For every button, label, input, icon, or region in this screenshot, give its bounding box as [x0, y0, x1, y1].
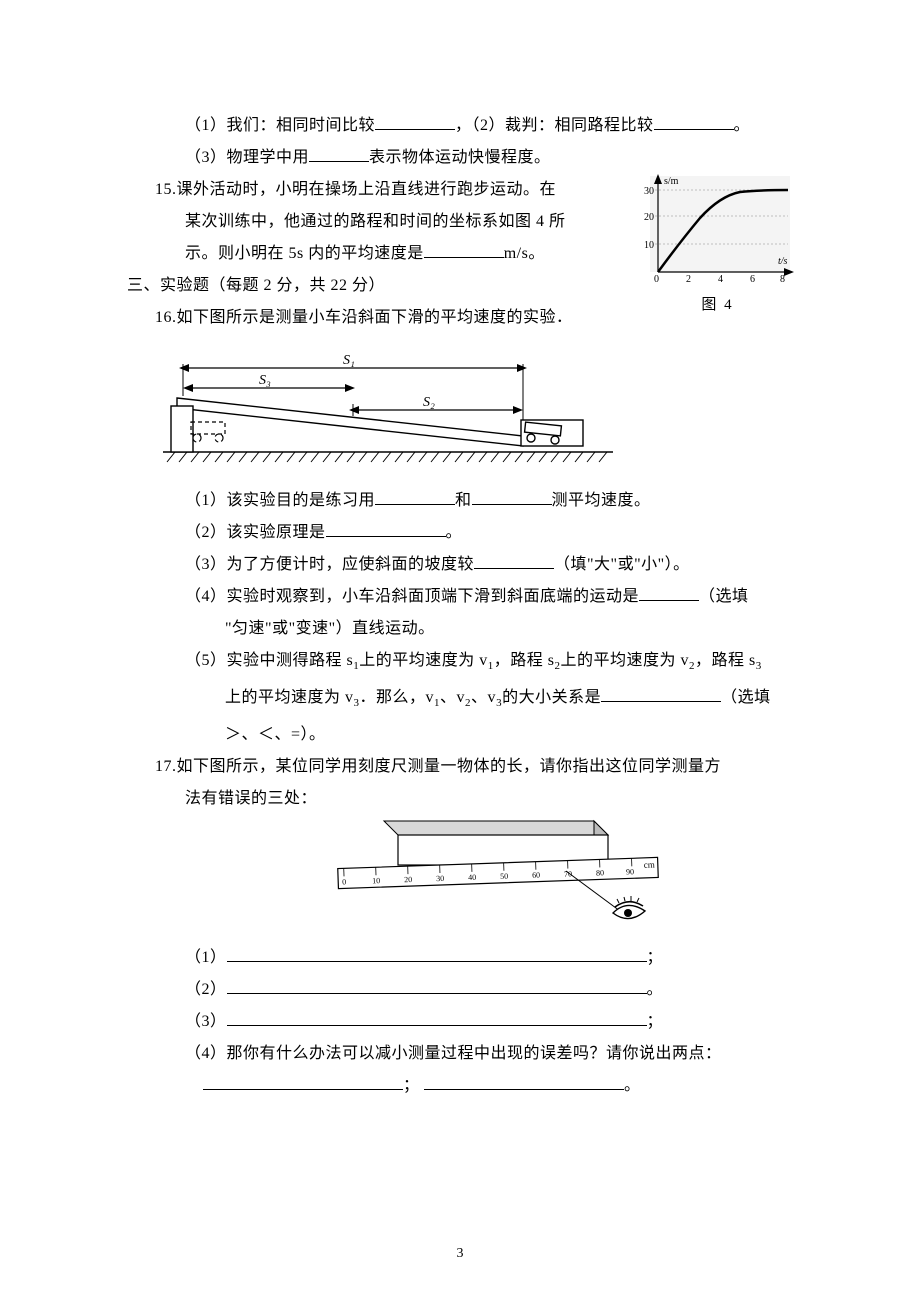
- text: 表示物体运动快慢程度。: [369, 149, 551, 166]
- text: （2）该实验原理是: [185, 524, 326, 541]
- q14-item3: （3）物理学中用 表示物体运动快慢程度。: [155, 142, 800, 174]
- figure-4: 10 20 30 0 2 4 6 8 s/m t/s 图 4: [640, 172, 795, 314]
- text: （选填: [699, 588, 749, 605]
- ruler-unit: cm: [643, 860, 654, 870]
- svg-text:70: 70: [563, 870, 571, 879]
- q17-item3: （3） ；: [155, 1006, 800, 1038]
- q16-item5-1: （5）实验中测得路程 s1上的平均速度为 v1，路程 s2上的平均速度为 v2，…: [155, 645, 800, 682]
- xtick: 4: [718, 274, 723, 282]
- q16-item4b: "匀速"或"变速"）直线运动。: [155, 613, 800, 645]
- text: 和: [455, 492, 472, 509]
- q14-item1: （1）我们：相同时间比较 ，（2）裁判：相同路程比较 。: [155, 110, 800, 142]
- text: ；: [647, 949, 664, 966]
- text: （5）实验中测得路程 s: [185, 652, 353, 669]
- blank: [474, 550, 554, 569]
- text: 上的平均速度为 v: [359, 652, 488, 669]
- ramp-figure: S₁ S₂ S₃: [163, 344, 800, 469]
- text: 。: [647, 981, 664, 998]
- text: 上的平均速度为 v: [560, 652, 689, 669]
- ytick: 10: [644, 240, 654, 251]
- blank: [654, 111, 734, 130]
- text: 法有错误的三处：: [185, 790, 317, 807]
- text: m/s。: [504, 245, 545, 262]
- text: （1）我们：相同时间比较: [185, 117, 375, 134]
- blank: [227, 1007, 647, 1026]
- blank: [227, 943, 647, 962]
- svg-text:40: 40: [467, 873, 475, 882]
- text: （1）: [185, 949, 227, 966]
- figure-4-caption: 图 4: [640, 293, 795, 314]
- s1-label: S₁: [343, 353, 355, 368]
- text: 测平均速度。: [552, 492, 651, 509]
- q16-item1: （1）该实验目的是练习用 和 测平均速度。: [155, 485, 800, 517]
- text: （1）该实验目的是练习用: [185, 492, 375, 509]
- text: （选填: [721, 689, 771, 706]
- blank: [375, 486, 455, 505]
- blank: [639, 582, 699, 601]
- blank: [309, 143, 369, 162]
- q16-item4: （4）实验时观察到，小车沿斜面顶端下滑到斜面底端的运动是 （选填: [155, 581, 800, 613]
- text: 、v: [440, 689, 465, 706]
- q17-item2: （2） 。: [155, 974, 800, 1006]
- q17-item4: （4）那你有什么办法可以减小测量过程中出现的误差吗？请你说出两点：: [155, 1038, 800, 1070]
- svg-text:10: 10: [372, 876, 380, 885]
- text: （填"大"或"小"）。: [554, 556, 690, 573]
- blank: [472, 486, 552, 505]
- text: （3）为了方便计时，应使斜面的坡度较: [185, 556, 474, 573]
- ylabel: s/m: [664, 176, 679, 187]
- blank: [326, 518, 446, 537]
- text: （3）: [185, 1013, 227, 1030]
- text: 。: [446, 524, 463, 541]
- blank: [203, 1071, 403, 1090]
- text: ，（2）裁判：相同路程比较: [455, 117, 654, 134]
- svg-text:20: 20: [404, 875, 412, 884]
- svg-text:50: 50: [499, 872, 507, 881]
- s3-label: S₃: [259, 373, 271, 388]
- blank: [424, 239, 504, 258]
- text: （2）: [185, 981, 227, 998]
- svg-text:80: 80: [595, 869, 603, 878]
- xtick: 2: [686, 274, 691, 282]
- svg-text:90: 90: [625, 868, 633, 877]
- q16-item5-2: 上的平均速度为 v3．那么，v1、v2、v3的大小关系是（选填: [155, 682, 800, 719]
- q17-item1: （1） ；: [155, 942, 800, 974]
- xlabel: t/s: [778, 256, 788, 267]
- text: 的大小关系是: [502, 689, 601, 706]
- q16-item3: （3）为了方便计时，应使斜面的坡度较 （填"大"或"小"）。: [155, 549, 800, 581]
- xtick: 6: [750, 274, 755, 282]
- q17-line1: 17.如下图所示，某位同学用刻度尺测量一物体的长，请你指出这位同学测量方: [155, 751, 800, 783]
- text: ，路程 s: [695, 652, 756, 669]
- svg-text:0: 0: [342, 878, 346, 887]
- text: 、v: [471, 689, 496, 706]
- text: ，路程 s: [494, 652, 555, 669]
- svg-text:30: 30: [436, 874, 444, 883]
- page-number: 3: [0, 1246, 920, 1262]
- text: 示。则小明在 5s 内的平均速度是: [185, 245, 424, 262]
- xtick: 0: [654, 274, 659, 282]
- text: 上的平均速度为 v: [225, 689, 354, 706]
- text: 。: [624, 1077, 641, 1094]
- svg-text:60: 60: [531, 871, 539, 880]
- text: （4）实验时观察到，小车沿斜面顶端下滑到斜面底端的运动是: [185, 588, 639, 605]
- ruler-figure: 0 10 20 30 40 50 60 70 80 90 cm: [195, 815, 800, 930]
- text: （3）物理学中用: [185, 149, 309, 166]
- xtick: 8: [780, 274, 785, 282]
- text: ．那么，v: [360, 689, 435, 706]
- q17-item4-blanks: ； 。: [155, 1070, 800, 1102]
- blank: [601, 683, 721, 702]
- q16-item2: （2）该实验原理是 。: [155, 517, 800, 549]
- blank: [424, 1071, 624, 1090]
- q17-line2: 法有错误的三处：: [155, 783, 800, 815]
- text: 。: [734, 117, 751, 134]
- text: ；: [647, 1013, 664, 1030]
- text: ；: [403, 1077, 420, 1094]
- q16-item5-3: ＞、＜、=）。: [155, 719, 800, 751]
- blank: [227, 975, 647, 994]
- ytick: 30: [644, 186, 654, 197]
- s2-label: S₂: [423, 395, 435, 410]
- ytick: 20: [644, 212, 654, 223]
- blank: [375, 111, 455, 130]
